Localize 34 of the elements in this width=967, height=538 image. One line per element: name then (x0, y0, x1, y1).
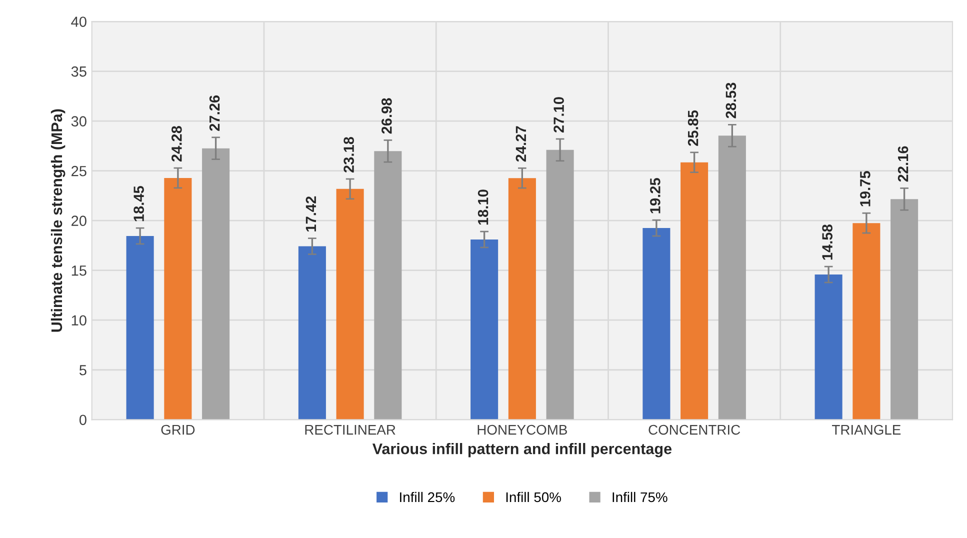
y-tick-label: 20 (72, 216, 86, 226)
legend-label: Infill 25% (400, 492, 455, 502)
legend-label: Infill 75% (612, 492, 668, 502)
data-label: 18.45 (134, 186, 144, 222)
y-tick-label: 40 (71, 16, 86, 27)
x-axis-title: Various infill pattern and infill percentage (372, 443, 672, 458)
x-tick-label: RECTILINEAR (305, 424, 396, 435)
x-tick-label: GRID (161, 424, 195, 435)
data-label: 23.18 (344, 136, 354, 172)
y-tick-label: 5 (79, 365, 86, 376)
data-label: 24.28 (172, 126, 182, 162)
data-label: 25.85 (688, 110, 698, 146)
data-label: 24.27 (516, 126, 526, 162)
data-label: 19.75 (860, 171, 870, 206)
y-tick-label: 30 (71, 116, 86, 126)
legend-label: Infill 50% (506, 492, 561, 502)
data-label: 27.26 (209, 95, 220, 131)
y-tick-label: 15 (72, 266, 86, 276)
data-label: 14.58 (822, 224, 832, 260)
y-axis-title: Ultimate tensile strength (MPa) (50, 109, 66, 332)
y-tick-label: 35 (71, 66, 86, 77)
x-tick-label: HONEYCOMB (478, 424, 567, 435)
y-tick-label: 0 (79, 414, 86, 426)
data-label: 27.10 (554, 97, 564, 132)
y-tick-label: 25 (72, 166, 86, 176)
y-tick-label: 10 (72, 315, 86, 326)
x-tick-label: CONCENTRIC (648, 424, 740, 435)
data-label: 22.16 (898, 146, 908, 182)
data-label: 17.42 (306, 196, 316, 232)
data-label: 26.98 (382, 98, 392, 134)
data-label: 18.10 (478, 190, 488, 225)
x-tick-label: TRIANGLE (832, 424, 901, 435)
data-label: 19.25 (650, 178, 660, 214)
data-label: 28.53 (726, 82, 736, 118)
